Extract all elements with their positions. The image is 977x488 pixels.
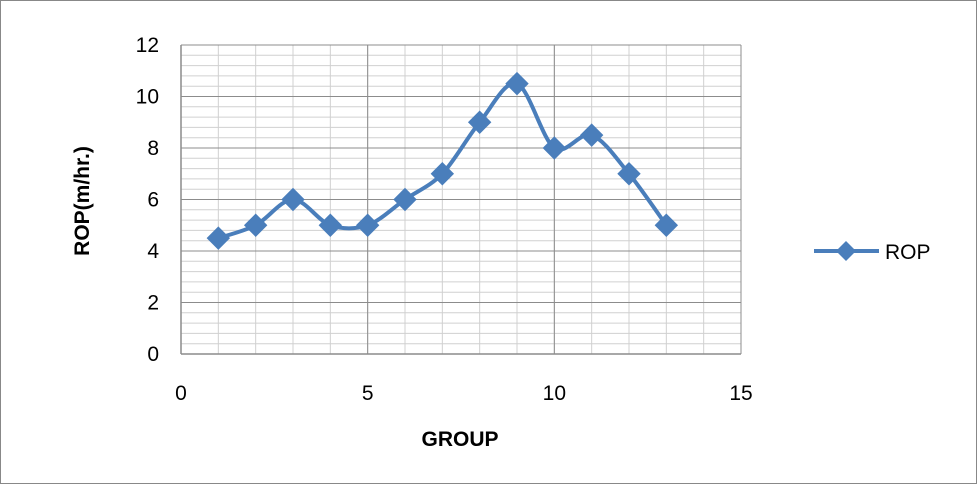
data-point	[393, 187, 417, 212]
data-point	[318, 213, 343, 237]
data-point	[654, 213, 679, 237]
x-tick-label: 10	[543, 382, 566, 405]
x-tick-labels: 0 5 10 15	[175, 382, 753, 405]
data-point	[579, 123, 604, 147]
data-point	[206, 226, 231, 250]
y-tick-label: 8	[147, 137, 159, 160]
axes	[180, 45, 741, 355]
y-tick-label: 12	[136, 34, 159, 57]
x-tick-label: 15	[729, 382, 752, 405]
x-axis-title: GROUP	[421, 428, 498, 451]
legend-marker	[836, 241, 856, 261]
y-axis-title: ROP(m/hr.)	[71, 146, 94, 256]
data-point	[243, 213, 268, 237]
legend: ROP	[814, 241, 931, 264]
y-tick-label: 2	[147, 292, 159, 315]
y-tick-label: 6	[147, 189, 159, 212]
data-point	[467, 110, 492, 134]
data-point	[617, 162, 641, 186]
x-tick-label: 5	[362, 382, 374, 405]
data-point	[505, 71, 529, 96]
y-tick-label: 4	[147, 240, 159, 263]
series-markers	[206, 71, 679, 250]
y-tick-label: 10	[136, 86, 159, 109]
data-point	[430, 162, 455, 186]
x-tick-label: 0	[175, 382, 187, 405]
data-point	[281, 187, 305, 212]
legend-label: ROP	[885, 241, 931, 264]
y-tick-label: 0	[147, 343, 159, 366]
y-tick-labels: 0 2 4 6 8 10 12	[136, 34, 160, 366]
major-gridlines	[180, 44, 742, 355]
data-point	[355, 213, 380, 237]
data-point	[542, 136, 567, 160]
